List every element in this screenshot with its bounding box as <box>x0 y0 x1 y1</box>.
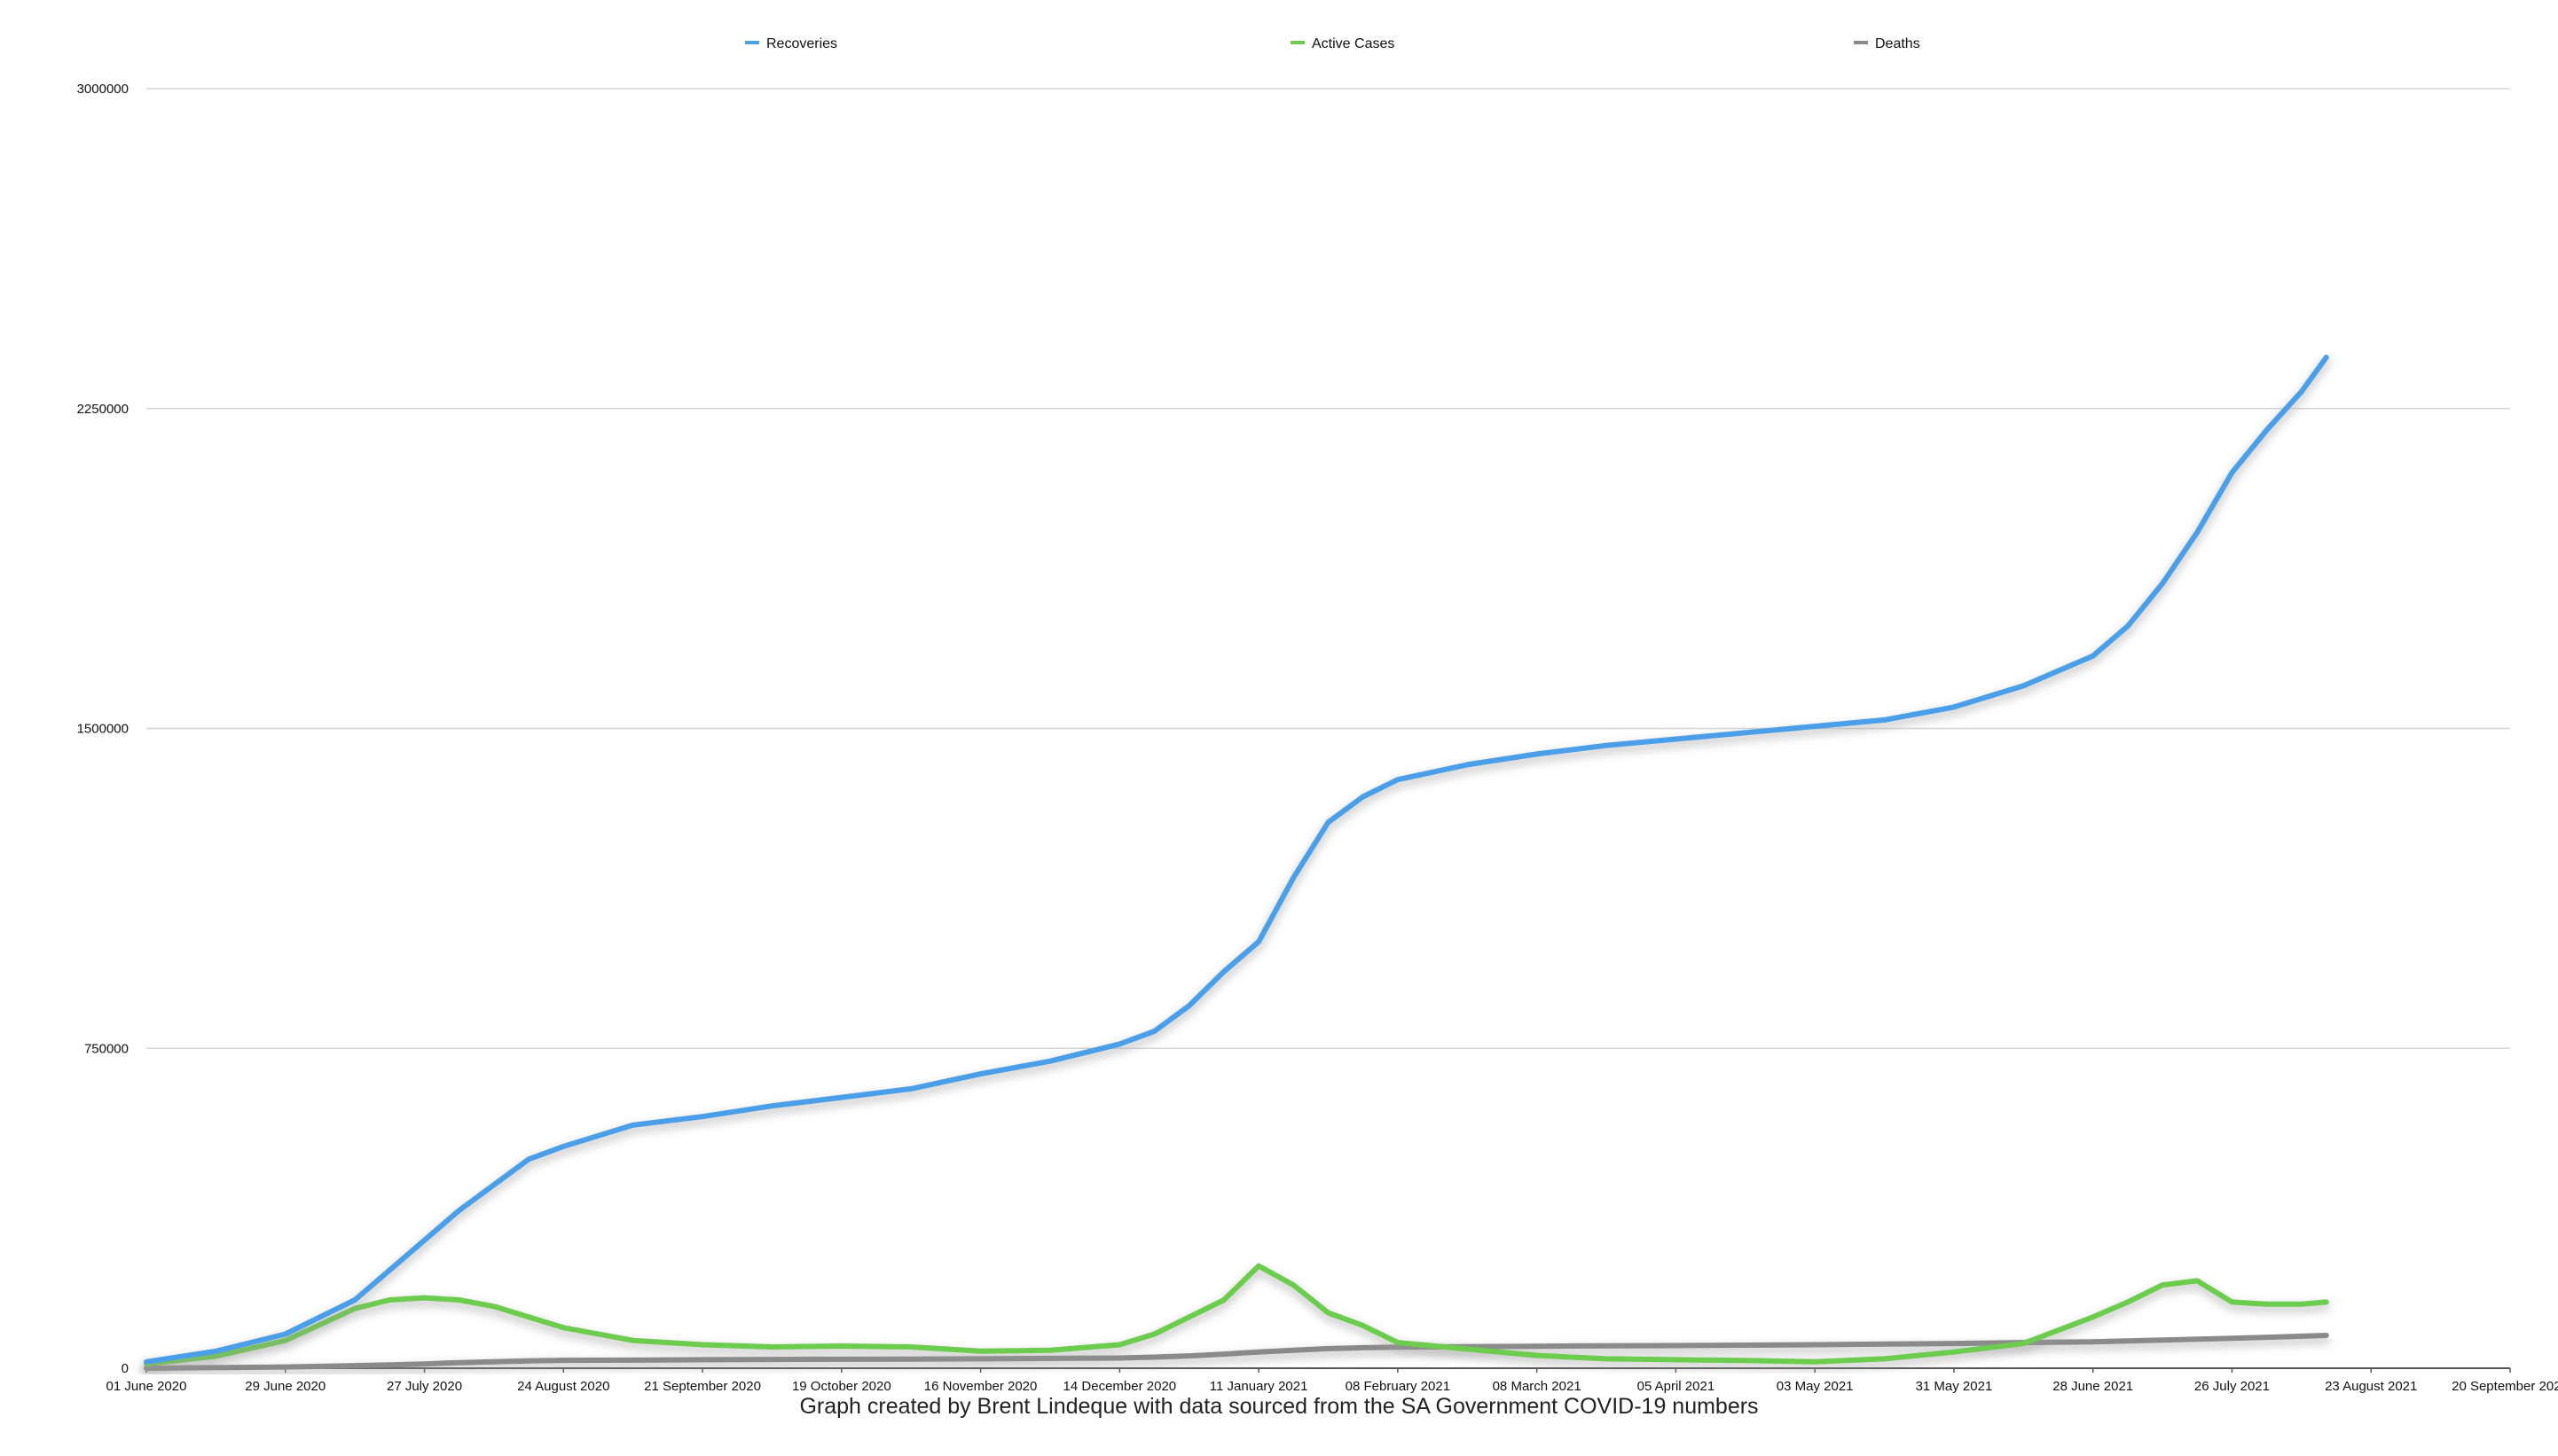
y-tick-label: 0 <box>122 1361 129 1376</box>
legend-label-active-cases: Active Cases <box>1312 36 1394 51</box>
series-line-active-cases <box>144 1263 2329 1367</box>
series-lines <box>142 355 2331 1377</box>
x-tick-label: 14 December 2020 <box>1063 1379 1177 1394</box>
x-tick-label: 26 July 2021 <box>2194 1379 2270 1394</box>
legend: Recoveries Active Cases Deaths <box>745 36 1920 51</box>
x-tick-label: 01 June 2020 <box>106 1379 187 1394</box>
gridlines <box>146 88 2510 1049</box>
series-shadow-deaths <box>142 1335 2331 1377</box>
x-tick-label: 24 August 2020 <box>517 1379 609 1394</box>
x-tick-label: 21 September 2020 <box>644 1379 761 1394</box>
y-tick-label: 2250000 <box>77 402 129 417</box>
y-tick-label: 1500000 <box>77 722 129 737</box>
series-shadow-recoveries <box>142 357 2331 1371</box>
series-line-deaths <box>144 1333 2329 1371</box>
series-shadow-active-cases <box>142 1265 2331 1374</box>
series-line-recoveries <box>144 355 2329 1365</box>
x-tick-label: 28 June 2021 <box>2052 1379 2133 1394</box>
chart-caption: Graph created by Brent Lindeque with dat… <box>799 1394 1759 1419</box>
x-tick-label: 20 September 2021 <box>2452 1379 2558 1394</box>
y-tick-label: 750000 <box>84 1041 129 1056</box>
x-tick-label: 27 July 2020 <box>387 1379 462 1394</box>
x-tick-label: 08 March 2021 <box>1493 1379 1581 1394</box>
x-tick-label: 08 February 2021 <box>1346 1379 1450 1394</box>
legend-label-recoveries: Recoveries <box>766 36 837 51</box>
legend-label-deaths: Deaths <box>1875 36 1920 51</box>
x-tick-label: 23 August 2021 <box>2325 1379 2417 1394</box>
x-tick-label: 11 January 2021 <box>1210 1379 1308 1394</box>
x-tick-label: 29 June 2020 <box>245 1379 326 1394</box>
x-tick-label: 03 May 2021 <box>1777 1379 1854 1394</box>
y-tick-label: 3000000 <box>77 82 129 97</box>
x-tick-label: 05 April 2021 <box>1637 1379 1715 1394</box>
x-tick-label: 31 May 2021 <box>1916 1379 1993 1394</box>
x-tick-label: 19 October 2020 <box>792 1379 891 1394</box>
x-tick-label: 16 November 2020 <box>924 1379 1038 1394</box>
axes: 0 750000 1500000 2250000 3000000 01 June 2020… <box>77 82 2558 1394</box>
